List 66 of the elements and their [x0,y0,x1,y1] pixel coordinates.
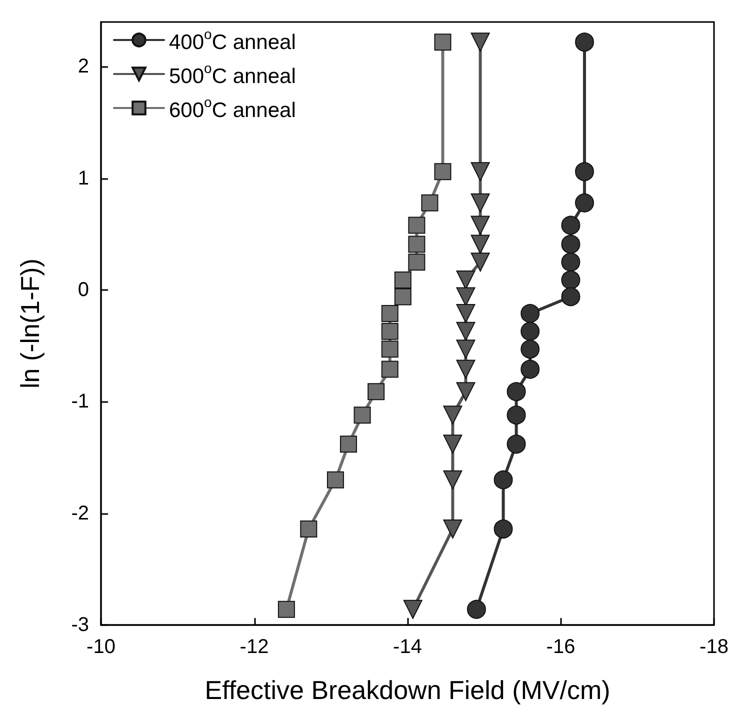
point [456,382,476,402]
point [408,236,426,253]
x-axis-title: Effective Breakdown Field (MV/cm) [204,675,610,705]
point [561,234,580,254]
point [443,406,462,425]
y-tick-label: -1 [71,390,89,413]
point [434,163,452,180]
y-tick-label: 0 [78,279,89,301]
y-tick-label: -2 [71,502,89,524]
point [575,193,594,212]
point [381,340,398,358]
point [278,600,295,618]
y-axis-title: ln (-ln(1-F)) [15,258,45,388]
point [443,470,462,490]
y-tick-label: -3 [71,614,89,636]
point [470,252,490,272]
point [470,193,490,212]
point [575,162,594,182]
point [381,304,398,322]
y-tick-label: 1 [78,167,89,190]
point [368,383,385,400]
point [300,520,318,538]
point [456,322,476,341]
point [421,194,438,212]
point [561,270,580,290]
point [434,34,452,51]
point [520,340,540,359]
y-tick-label: 2 [78,56,89,78]
point [456,270,476,290]
point [506,406,526,425]
point [470,162,490,182]
point [506,434,526,454]
x-tick-label: -10 [86,636,116,658]
point [494,519,513,538]
point [381,322,398,340]
point [354,406,371,424]
point [443,434,462,454]
x-tick-label: -12 [240,636,269,658]
point [470,32,490,52]
point [456,304,476,323]
point [394,288,412,306]
point [456,360,476,379]
point [561,287,580,306]
point [494,470,513,490]
point [326,471,344,488]
point [340,436,357,453]
point [561,252,580,272]
point [520,322,540,341]
x-tick-label: -14 [393,636,422,658]
point [575,32,594,52]
point [403,600,422,619]
point [466,600,486,619]
point [381,360,398,378]
point [456,340,476,359]
x-tick-label: -18 [700,636,728,658]
point [520,304,540,323]
point [443,519,462,538]
point [408,216,426,234]
point [408,254,426,271]
point [520,360,540,379]
point [506,382,526,402]
point [394,271,412,288]
point [470,216,490,235]
point [470,234,490,254]
x-tick-label: -16 [546,636,576,658]
point [561,216,580,235]
